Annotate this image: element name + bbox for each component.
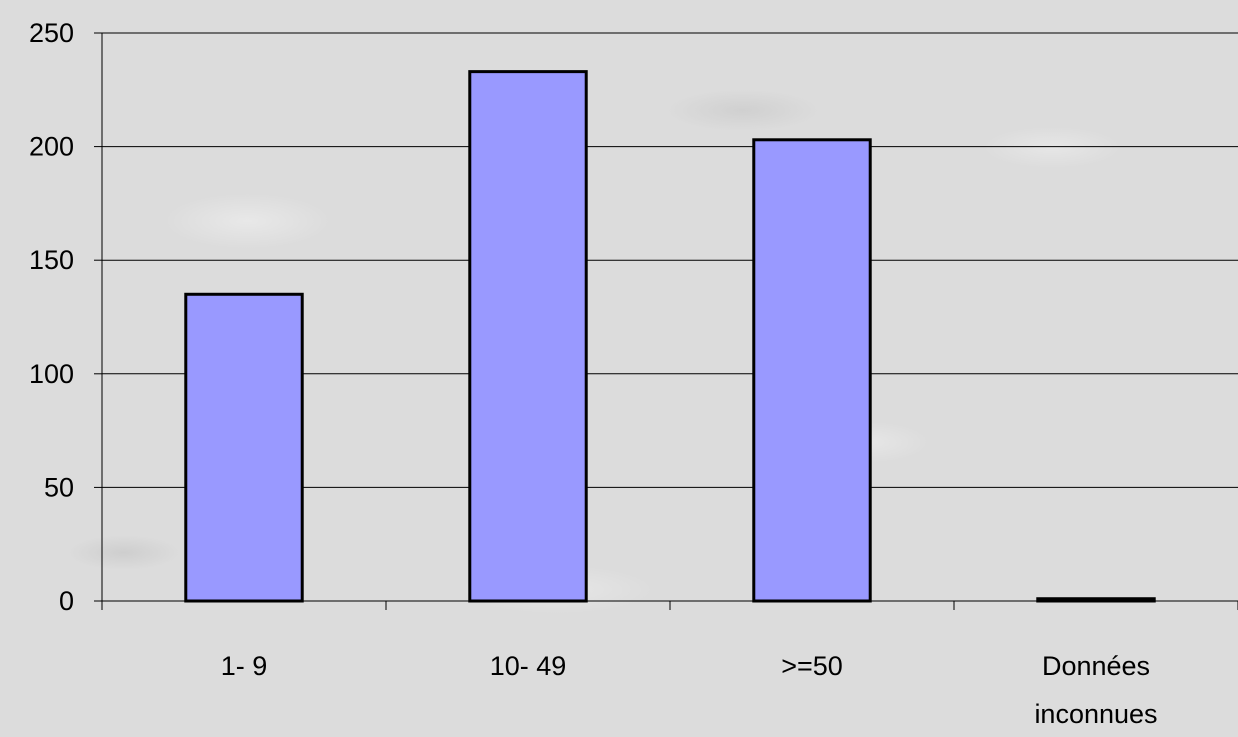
y-tick-label: 50 [44, 472, 74, 502]
y-tick-labels: 0 50 100 150 200 250 [29, 18, 74, 616]
y-tick-label: 100 [29, 359, 74, 389]
bars [184, 70, 1156, 603]
x-tick-label: 1- 9 [221, 651, 268, 681]
y-tick-label: 150 [29, 245, 74, 275]
x-tick-label: Données inconnues [1034, 651, 1157, 729]
y-tick-label: 0 [59, 586, 74, 616]
x-tick-label: >=50 [781, 651, 843, 681]
x-tick-labels: 1- 9 10- 49 >=50 Données inconnues [221, 651, 1158, 729]
y-tick-label: 250 [29, 18, 74, 48]
bar-1 [184, 292, 304, 603]
bar-4 [1036, 597, 1156, 603]
y-tick-label: 200 [29, 132, 74, 162]
x-tick-label: 10- 49 [490, 651, 567, 681]
bar-2 [468, 70, 588, 603]
bar-3 [752, 138, 872, 603]
